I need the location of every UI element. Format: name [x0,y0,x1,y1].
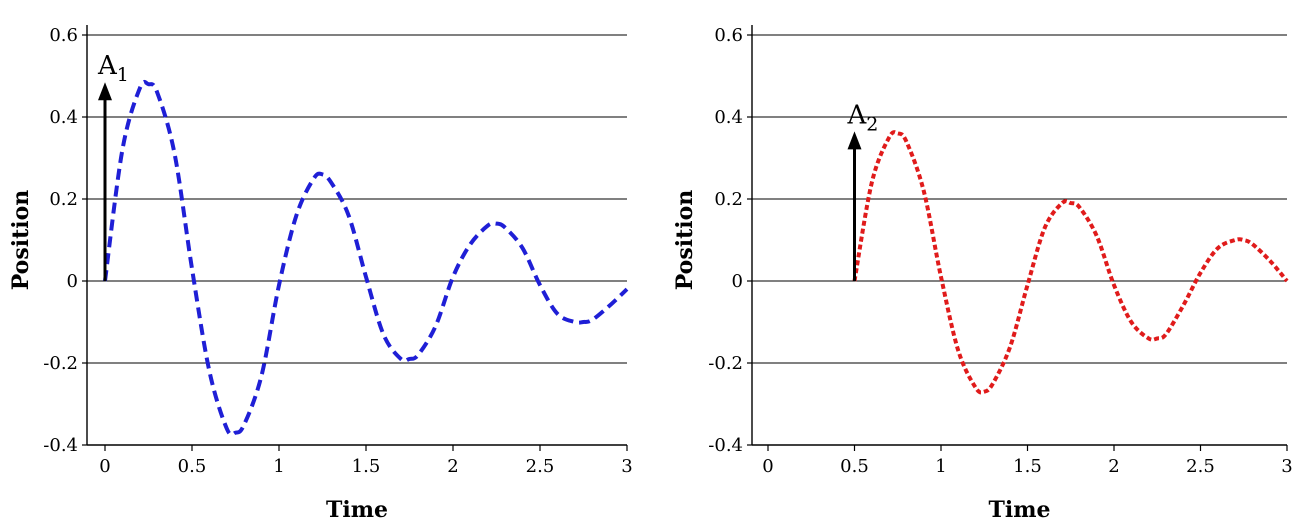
x-tick-label: 0.5 [178,456,207,477]
amplitude-label: A1 [97,51,129,86]
y-tick-label: -0.2 [708,353,743,374]
x-tick-label: 1 [935,456,946,477]
x-tick-label: 2 [447,456,458,477]
amplitude-label-subscript: 1 [117,64,129,86]
x-tick-label: 1 [273,456,284,477]
y-tick-label: -0.4 [708,435,743,456]
x-tick-label: 3 [1281,456,1292,477]
amplitude-arrow-head [98,82,112,101]
series-line-1 [103,79,629,437]
y-tick-label: 0.2 [49,189,78,210]
x-axis-label: Time [326,497,388,523]
x-axis-label: Time [988,497,1050,523]
y-tick-label: 0 [67,271,78,292]
y-tick-label: 0.4 [49,107,78,128]
x-tick-label: 0 [762,456,773,477]
x-tick-label: 0.5 [840,456,869,477]
chart-panel-1: -0.4 -0.2 0 0.2 0.4 0.6 0 0.5 1 1.5 2 2.5 3 Time Posit… [8,25,633,523]
x-tick-label: 1.5 [1013,456,1042,477]
y-tick-label: -0.2 [43,353,78,374]
y-tick-label: -0.4 [43,435,78,456]
y-tick-label: 0 [732,271,743,292]
y-axis-label: Position [672,190,698,291]
x-tick-label: 2 [1108,456,1119,477]
chart-panel-2: -0.4 -0.2 0 0.2 0.4 0.6 0 0.5 1 1.5 2 2.5 3 Time Posit… [672,25,1293,523]
x-tick-label: 3 [621,456,632,477]
amplitude-label-subscript: 2 [866,113,878,135]
x-tick-label: 2.5 [1186,456,1215,477]
x-tick-label: 1.5 [352,456,381,477]
y-tick-label: 0.6 [714,25,743,46]
amplitude-label: A2 [847,100,879,135]
amplitude-arrow-head [847,131,862,150]
x-tick-label: 0 [99,456,110,477]
y-axis-label: Position [8,190,34,291]
x-tick-label: 2.5 [526,456,555,477]
y-tick-label: 0.6 [49,25,78,46]
series-line-1 [852,130,1289,395]
y-tick-label: 0.2 [714,189,743,210]
y-tick-label: 0.4 [714,107,743,128]
